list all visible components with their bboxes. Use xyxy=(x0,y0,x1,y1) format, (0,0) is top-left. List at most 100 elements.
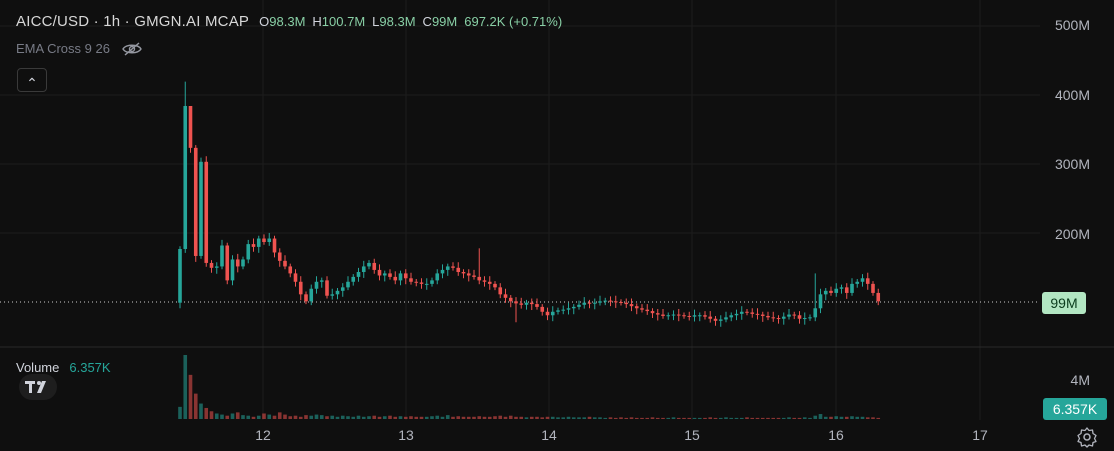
volume-bar xyxy=(671,417,676,419)
volume-bar xyxy=(545,416,550,419)
volume-bar xyxy=(377,416,382,419)
volume-bar xyxy=(514,416,518,419)
volume-bar xyxy=(461,416,466,419)
candle-body xyxy=(760,314,765,316)
candle-body xyxy=(540,306,545,312)
candle-body xyxy=(650,311,655,314)
volume-bar xyxy=(739,417,744,419)
candle-body xyxy=(708,316,713,319)
candle-body xyxy=(461,272,466,274)
volume-bar xyxy=(734,417,739,419)
candle-body xyxy=(865,278,870,284)
candle-body xyxy=(850,283,854,293)
volume-bar xyxy=(225,415,230,419)
volume-bar xyxy=(440,416,445,419)
y-tick-500m: 500M xyxy=(1054,17,1090,33)
candle-body xyxy=(493,283,497,288)
candle-body xyxy=(566,308,571,310)
volume-bar xyxy=(193,393,198,419)
candle-body xyxy=(813,308,818,318)
volume-bar xyxy=(745,417,749,419)
volume-bar xyxy=(535,416,539,419)
volume-bar xyxy=(493,416,497,419)
volume-bar xyxy=(871,417,875,419)
volume-bar xyxy=(230,413,235,419)
indicator-label: EMA Cross 9 26 xyxy=(16,41,110,56)
volume-bar xyxy=(466,416,471,419)
x-tick-14: 14 xyxy=(541,427,557,443)
y-tick-400m: 400M xyxy=(1054,87,1090,103)
gear-icon[interactable] xyxy=(1076,426,1098,448)
tradingview-logo-icon[interactable] xyxy=(19,374,57,400)
volume-bar xyxy=(372,415,377,419)
volume-bar xyxy=(183,355,188,419)
volume-bar xyxy=(561,417,566,419)
volume-bar xyxy=(262,413,266,419)
collapse-legend-button[interactable]: ⌃ xyxy=(17,68,47,92)
volume-bar xyxy=(487,416,492,419)
candle-body xyxy=(272,238,277,253)
symbol-title[interactable]: AICC/USD · 1h · GMGN.AI MCAP xyxy=(16,12,250,30)
volume-bar xyxy=(382,416,387,419)
candle-body xyxy=(876,292,881,302)
candle-body xyxy=(571,306,576,309)
volume-bar xyxy=(335,416,340,419)
volume-bar xyxy=(608,417,613,419)
low-value: L98.3M xyxy=(372,13,416,29)
candle-body xyxy=(524,302,529,305)
x-tick-13: 13 xyxy=(398,427,414,443)
candle-body xyxy=(220,245,224,267)
candle-body xyxy=(781,316,786,319)
candle-body xyxy=(834,288,839,293)
volume-bar xyxy=(692,417,697,419)
volume-bar xyxy=(697,417,702,419)
candle-body xyxy=(319,280,324,282)
volume-bar xyxy=(718,417,723,419)
volume-bar xyxy=(766,417,770,419)
candle-body xyxy=(424,283,429,285)
volume-bar xyxy=(776,417,781,419)
candle-body xyxy=(724,317,728,320)
volume-bar xyxy=(325,416,329,419)
volume-bar xyxy=(624,417,629,419)
volume-bar xyxy=(787,417,791,419)
volume-bar xyxy=(188,374,193,419)
volume-bar xyxy=(823,416,828,419)
candle-body xyxy=(839,287,844,289)
volume-legend[interactable]: Volume 6.357K xyxy=(16,360,111,375)
volume-bar xyxy=(839,416,844,419)
candle-body xyxy=(377,269,382,276)
candle-body xyxy=(598,301,602,303)
eye-crossed-icon[interactable] xyxy=(122,41,142,56)
volume-bar xyxy=(477,416,482,419)
candle-body xyxy=(230,259,235,281)
indicator-legend[interactable]: EMA Cross 9 26 xyxy=(16,41,142,56)
volume-bar xyxy=(813,415,818,419)
candle-body xyxy=(776,318,781,320)
volume-bar xyxy=(498,415,503,419)
candle-body xyxy=(293,273,298,282)
candle-body xyxy=(314,281,319,289)
volume-bar xyxy=(204,407,209,419)
volume-bar xyxy=(403,416,408,419)
candle-body xyxy=(703,315,707,317)
change-value: 697.2K (+0.71%) xyxy=(464,13,563,29)
volume-bar xyxy=(556,417,560,419)
volume-bar xyxy=(309,415,314,419)
candle-body xyxy=(514,301,518,304)
candle-body xyxy=(435,273,440,281)
candle-body xyxy=(256,238,261,247)
candle-body xyxy=(298,281,303,295)
volume-bar xyxy=(650,417,655,419)
volume-bar xyxy=(209,411,214,419)
candle-body xyxy=(766,315,770,318)
volume-bar xyxy=(246,415,251,419)
candle-body xyxy=(713,318,718,321)
candle-body xyxy=(451,266,455,268)
candle-body xyxy=(797,315,802,319)
candle-body xyxy=(403,273,408,279)
volume-bar xyxy=(288,416,293,419)
candle-body xyxy=(860,278,865,282)
candle-body xyxy=(666,315,671,317)
